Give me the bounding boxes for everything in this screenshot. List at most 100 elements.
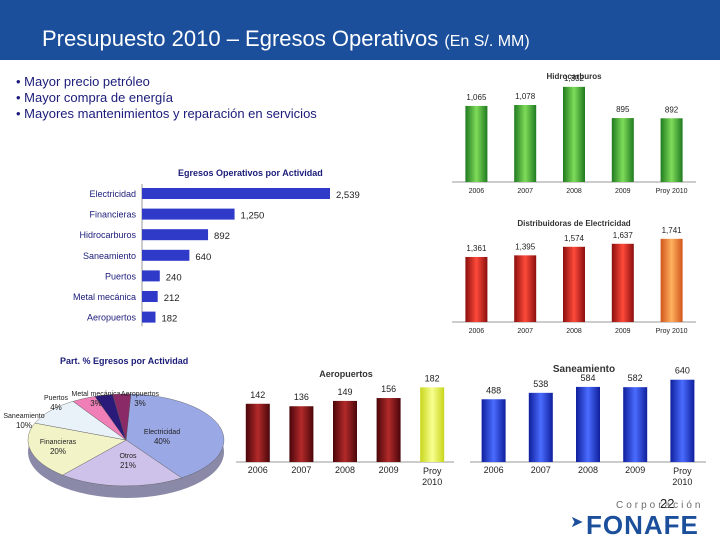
data-label: 1,065 <box>466 93 487 102</box>
tick-label: 2008 <box>335 465 355 475</box>
chart-title: Aeropuertos <box>319 369 373 379</box>
bar <box>481 399 506 462</box>
tick-label: Saneamiento <box>83 251 136 261</box>
bar <box>142 208 235 220</box>
data-label: 149 <box>337 387 352 397</box>
tick-label: Hidrocarburos <box>79 230 136 240</box>
tick-label: Aeropuertos <box>87 313 137 323</box>
bar <box>576 386 600 462</box>
tick-label: 2009 <box>379 465 399 475</box>
data-label: 538 <box>533 379 548 389</box>
bar <box>623 387 648 462</box>
tick-label: 2009 <box>615 328 631 335</box>
data-label: 640 <box>195 252 211 263</box>
data-label: 1,250 <box>241 211 265 222</box>
chart-distribuidoras: Distribuidoras de Electricidad 1,361 2006 1… <box>452 219 696 335</box>
slice-label: Saneamiento <box>3 413 44 420</box>
data-label: 892 <box>665 105 679 114</box>
bullet-item: Mayor precio petróleo <box>16 74 317 90</box>
data-label: 1,395 <box>515 242 536 251</box>
data-label: 1,637 <box>613 231 634 240</box>
slice-percent: 21% <box>120 461 136 470</box>
page-title: Presupuesto 2010 – Egresos Operativos (E… <box>42 26 530 52</box>
data-label: 1,574 <box>564 234 585 243</box>
tick-label: 2008 <box>578 465 598 475</box>
data-label: 582 <box>628 373 643 383</box>
slice-label: Metal mecánica <box>71 391 120 398</box>
data-label: 1,741 <box>662 226 683 235</box>
tick-label: 2010 <box>422 477 442 487</box>
bar <box>563 246 585 322</box>
slice-label: Financieras <box>40 439 77 446</box>
slice-label: Otros <box>119 453 137 460</box>
bar <box>660 118 683 182</box>
bar <box>465 105 488 182</box>
data-label: 212 <box>164 293 180 304</box>
data-label: 895 <box>616 105 630 114</box>
data-label: 156 <box>381 384 396 394</box>
logo-name: FONAFE <box>586 510 699 540</box>
logo-corp: Corporación <box>616 500 704 511</box>
slice-label: Aeropuertos <box>121 391 160 398</box>
slice-label: Puertos <box>44 395 69 402</box>
tick-label: 2009 <box>625 465 645 475</box>
bar <box>670 379 695 462</box>
bar <box>142 229 209 241</box>
bar <box>142 291 158 302</box>
slice-percent: 10% <box>16 421 32 430</box>
chart-title: Saneamiento <box>553 364 615 375</box>
bar <box>420 387 445 462</box>
data-label: 1,332 <box>564 74 585 83</box>
bar <box>660 238 683 322</box>
tick-label: 2008 <box>566 328 582 335</box>
bullet-list: Mayor precio petróleo Mayor compra de en… <box>16 74 317 122</box>
data-label: 136 <box>294 392 309 402</box>
bar <box>142 311 156 323</box>
chart-title: Part. % Egresos por Actividad <box>60 356 188 366</box>
tick-label: Metal mecánica <box>73 292 136 302</box>
slice-label: Electricidad <box>144 429 180 436</box>
data-label: 240 <box>166 272 182 283</box>
bullet-item: Mayores mantenimientos y reparación en s… <box>16 106 317 122</box>
data-label: 1,078 <box>515 92 536 101</box>
chart-aeropuertos: Aeropuertos 142 2006 136 2007 149 2008 156 2009 1… <box>236 369 454 487</box>
tick-label: 2006 <box>248 465 268 475</box>
title-unit: (En S/. MM) <box>444 33 530 50</box>
tick-label: Proy <box>423 466 442 476</box>
bar <box>528 392 553 462</box>
tick-label: 2008 <box>566 188 582 195</box>
slice-percent: 3% <box>134 399 146 408</box>
data-label: 1,361 <box>466 244 487 253</box>
pie-slice <box>112 393 132 441</box>
title-text: Presupuesto 2010 – Egresos Operativos <box>42 26 439 51</box>
tick-label: 2007 <box>517 188 533 195</box>
bar <box>289 406 314 462</box>
chart-title: Egresos Operativos por Actividad <box>178 168 323 178</box>
data-label: 2,539 <box>336 190 360 201</box>
chart-hidrocarburos: Hidrocarburos 1,065 2006 1,078 2007 1,332 2008… <box>452 72 696 195</box>
bar <box>514 105 537 182</box>
tick-label: 2006 <box>469 188 485 195</box>
chart-participacion-pie: Part. % Egresos por Actividad Electricida… <box>3 356 225 498</box>
bar <box>333 400 357 462</box>
bar <box>142 249 190 261</box>
slice-percent: 4% <box>50 403 62 412</box>
pie-slice <box>125 393 225 479</box>
data-label: 892 <box>214 231 230 242</box>
pie-slice <box>62 439 183 487</box>
data-label: 584 <box>580 373 595 383</box>
bar <box>514 255 537 322</box>
chart-title: Distribuidoras de Electricidad <box>517 219 630 228</box>
tick-label: 2010 <box>672 477 692 487</box>
tick-label: 2007 <box>531 465 551 475</box>
tick-label: 2006 <box>469 328 485 335</box>
tick-label: 2007 <box>517 328 533 335</box>
tick-label: Puertos <box>105 271 137 281</box>
data-label: 488 <box>486 385 501 395</box>
tick-label: 2009 <box>615 188 631 195</box>
tick-label: Proy <box>673 466 692 476</box>
bar <box>245 403 270 462</box>
tick-label: Proy 2010 <box>656 188 688 195</box>
bar <box>611 243 634 322</box>
